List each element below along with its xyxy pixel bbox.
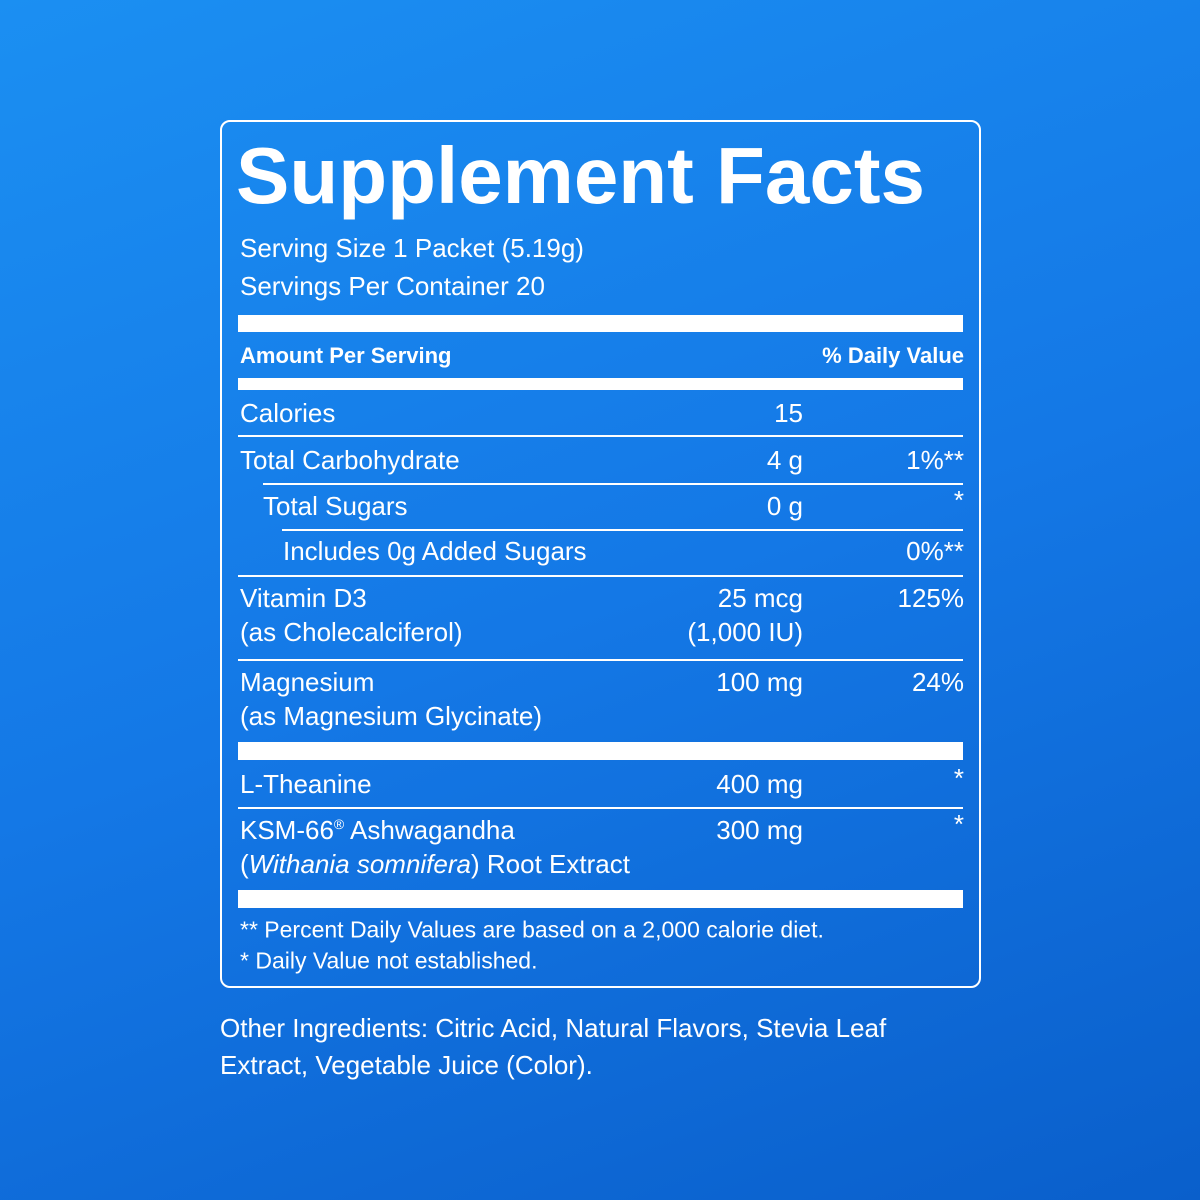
- nutrient-name: Magnesium: [240, 667, 375, 697]
- title: Supplement Facts: [236, 131, 926, 220]
- nutrient-dv: 0%**: [906, 536, 964, 566]
- servings-per-container: Servings Per Container 20: [240, 271, 545, 301]
- nutrient-amount: 0 g: [766, 491, 803, 521]
- registered-mark: ®: [333, 816, 345, 832]
- nutrient-name: Vitamin D3: [240, 583, 367, 613]
- other-ingredients: Other Ingredients: Citric Acid, Natural …: [220, 1013, 887, 1043]
- facts-panel: [220, 120, 981, 988]
- row-line: [263, 483, 963, 485]
- nutrient-dv: *: [953, 809, 964, 839]
- name-part: ) Root Extract: [470, 849, 630, 879]
- nutrient-amount: 100 mg: [716, 667, 803, 697]
- nutrient-name: (as Magnesium Glycinate): [240, 701, 542, 731]
- nutrient-amount: (1,000 IU): [687, 617, 803, 647]
- nutrient-name: Total Carbohydrate: [240, 445, 460, 475]
- name-part: KSM-66: [240, 815, 334, 845]
- header-amount: Amount Per Serving: [240, 343, 452, 368]
- divider-bar: [238, 742, 963, 760]
- divider-bar: [238, 378, 963, 390]
- nutrient-name: L-Theanine: [240, 769, 372, 799]
- nutrient-dv: *: [953, 485, 964, 515]
- footnote: ** Percent Daily Values are based on a 2…: [240, 916, 824, 943]
- footnote: * Daily Value not established.: [240, 947, 538, 974]
- nutrient-name: (Withania somnifera) Root Extract: [240, 851, 630, 877]
- nutrient-dv: 24%: [911, 667, 964, 697]
- row-line: [238, 435, 963, 437]
- nutrient-name: Includes 0g Added Sugars: [283, 536, 587, 566]
- nutrient-dv: 1%**: [906, 445, 964, 475]
- nutrient-name: Calories: [240, 398, 336, 428]
- latin-name: Withania somnifera: [248, 849, 471, 879]
- divider-bar: [238, 315, 963, 332]
- row-line: [282, 529, 963, 531]
- nutrient-name: (as Cholecalciferol): [240, 617, 463, 647]
- nutrient-amount: 300 mg: [716, 815, 803, 845]
- name-part: Ashwagandha: [344, 815, 515, 845]
- nutrient-amount: 15: [774, 398, 803, 428]
- header-dv: % Daily Value: [822, 343, 964, 368]
- nutrient-amount: 4 g: [766, 445, 803, 475]
- nutrient-dv: 125%: [897, 583, 965, 613]
- serving-size: Serving Size 1 Packet (5.19g): [240, 233, 584, 263]
- nutrient-amount: 400 mg: [716, 769, 803, 799]
- nutrient-name: Total Sugars: [263, 491, 408, 521]
- name-part: (: [240, 849, 249, 879]
- divider-bar: [238, 890, 963, 908]
- row-line: [238, 575, 963, 577]
- row-line: [238, 659, 963, 661]
- nutrient-amount: 25 mcg: [717, 583, 803, 613]
- nutrient-name: KSM-66® Ashwagandha: [240, 817, 515, 843]
- other-ingredients: Extract, Vegetable Juice (Color).: [220, 1050, 593, 1080]
- nutrient-dv: *: [953, 763, 964, 793]
- row-line: [238, 807, 963, 809]
